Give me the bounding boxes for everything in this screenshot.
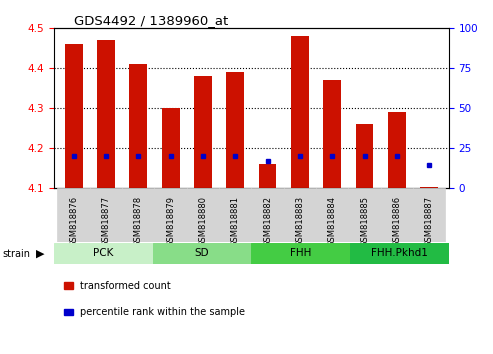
Bar [323, 80, 341, 188]
Bar [421, 187, 438, 188]
Text: GSM818876: GSM818876 [69, 196, 78, 247]
Bar [129, 64, 147, 188]
Bar [381, 188, 413, 242]
Bar [349, 188, 381, 242]
Text: GSM818882: GSM818882 [263, 196, 272, 247]
Bar [154, 188, 187, 242]
Bar [251, 188, 284, 242]
Text: ▶: ▶ [36, 249, 44, 259]
Text: strain: strain [2, 249, 31, 259]
Bar [226, 72, 244, 188]
Bar [355, 124, 374, 188]
Bar [259, 164, 277, 188]
Bar [388, 112, 406, 188]
Text: GSM818885: GSM818885 [360, 196, 369, 247]
Bar [291, 36, 309, 188]
Text: GSM818887: GSM818887 [425, 196, 434, 247]
Bar [194, 76, 212, 188]
Bar [65, 44, 82, 188]
Text: GSM818886: GSM818886 [392, 196, 401, 247]
Text: transformed count: transformed count [80, 281, 171, 291]
Bar [251, 243, 350, 264]
Bar [219, 188, 251, 242]
Bar [90, 188, 122, 242]
Text: GSM818881: GSM818881 [231, 196, 240, 247]
Text: PCK: PCK [93, 249, 114, 258]
Text: GSM818879: GSM818879 [166, 196, 175, 247]
Text: GSM818884: GSM818884 [328, 196, 337, 247]
Text: SD: SD [195, 249, 210, 258]
Bar [187, 188, 219, 242]
Bar [350, 243, 449, 264]
Bar [162, 108, 179, 188]
Text: percentile rank within the sample: percentile rank within the sample [80, 307, 246, 317]
Text: GSM818877: GSM818877 [102, 196, 110, 247]
Bar [316, 188, 349, 242]
Bar [97, 40, 115, 188]
Bar [153, 243, 251, 264]
Text: FHH.Pkhd1: FHH.Pkhd1 [371, 249, 428, 258]
Bar [58, 188, 90, 242]
Bar [122, 188, 154, 242]
Text: GSM818883: GSM818883 [295, 196, 304, 247]
Text: GDS4492 / 1389960_at: GDS4492 / 1389960_at [74, 14, 228, 27]
Text: GSM818878: GSM818878 [134, 196, 143, 247]
Text: FHH: FHH [290, 249, 312, 258]
Bar [54, 243, 153, 264]
Bar [413, 188, 445, 242]
Bar [284, 188, 316, 242]
Text: GSM818880: GSM818880 [199, 196, 208, 247]
